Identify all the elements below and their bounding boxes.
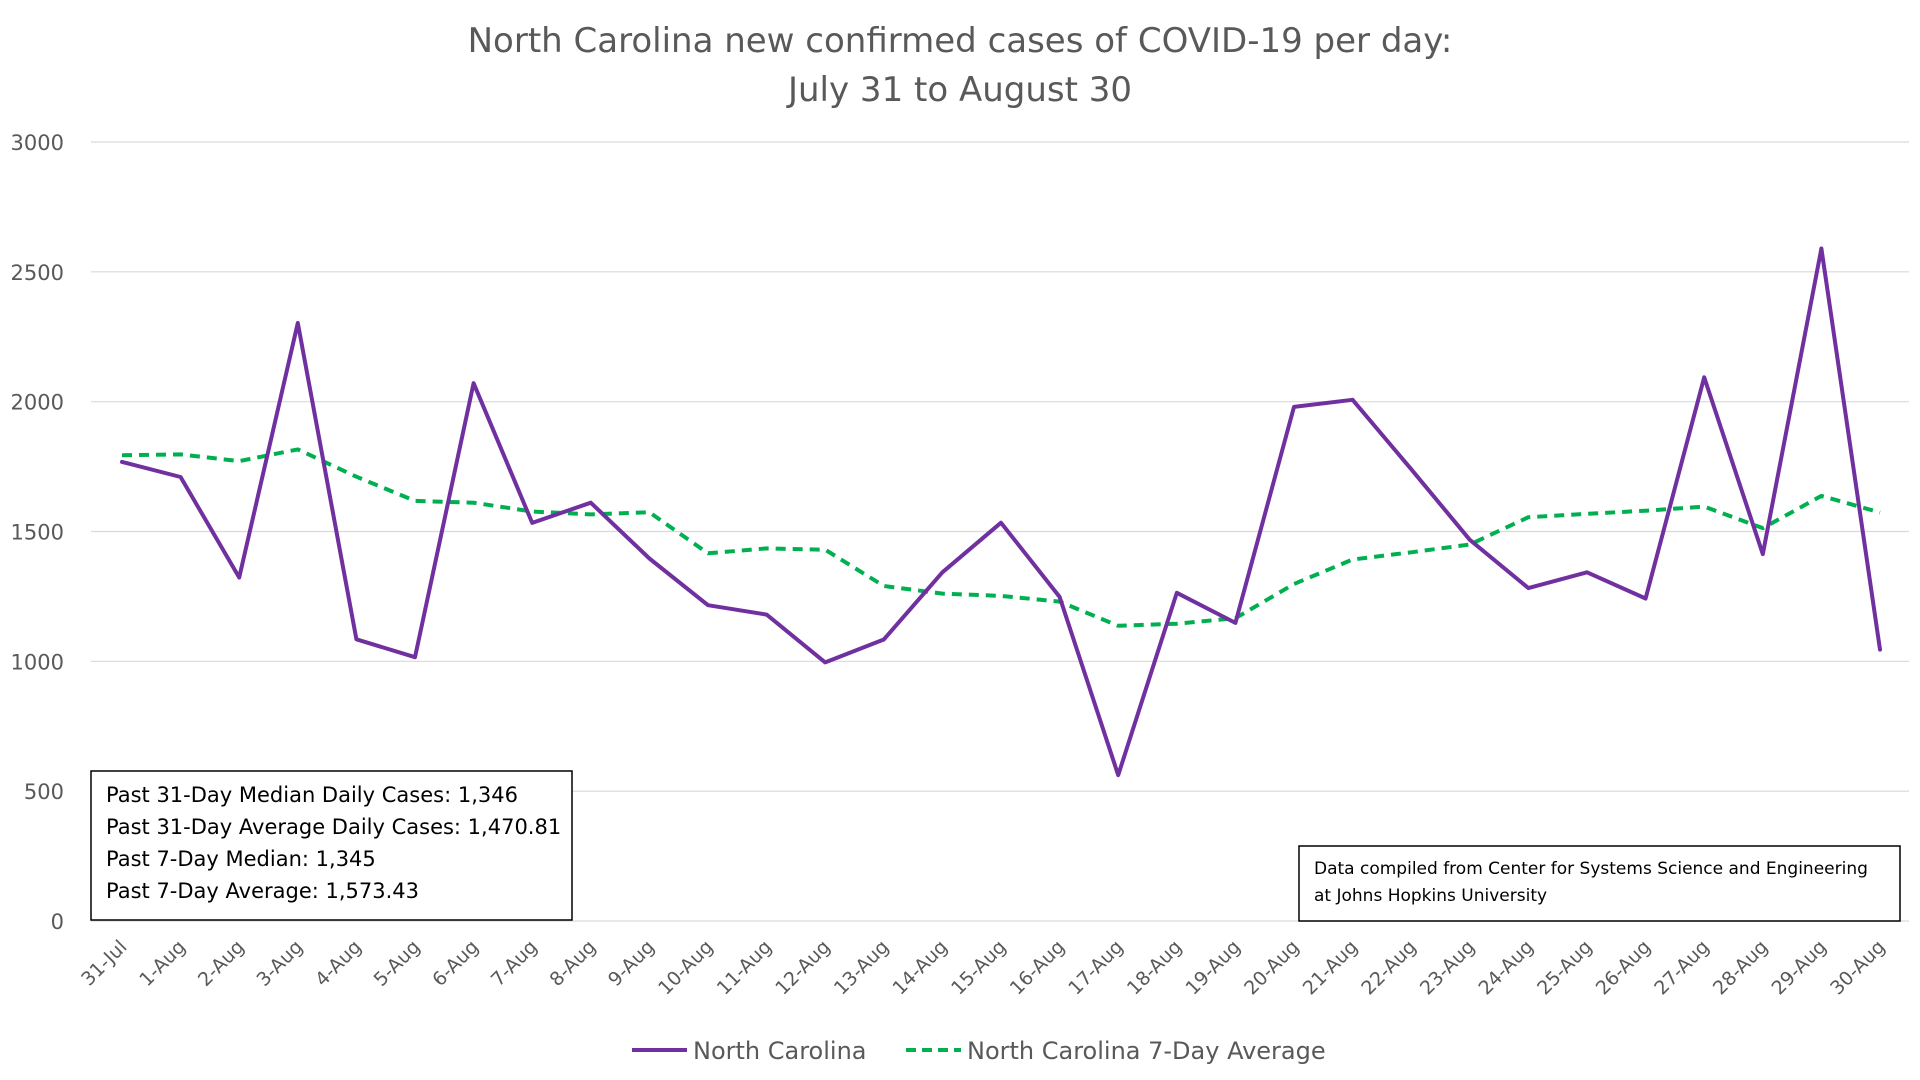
y-tick-label-1500: 1500 — [11, 521, 64, 545]
x-tick-label-10-Aug: 10-Aug — [654, 936, 717, 999]
y-tick-label-0: 0 — [51, 910, 64, 934]
x-tick-label-8-Aug: 8-Aug — [545, 936, 600, 991]
x-tick-label-28-Aug: 28-Aug — [1709, 936, 1772, 999]
x-axis-tick-labels: 31-Jul 1-Aug 2-Aug 3-Aug 4-Aug 5-Aug 6-Aug 7-Au… — [77, 936, 1889, 999]
x-tick-label-1-Aug: 1-Aug — [135, 936, 190, 991]
source-box: Data compiled from Center for Systems Sc… — [1298, 845, 1901, 922]
x-tick-label-20-Aug: 20-Aug — [1240, 936, 1303, 999]
x-tick-label-26-Aug: 26-Aug — [1592, 936, 1655, 999]
x-tick-label-13-Aug: 13-Aug — [830, 936, 893, 999]
stats-median-31: Past 31-Day Median Daily Cases: 1,346 — [106, 783, 518, 807]
y-tick-label-1000: 1000 — [11, 650, 64, 674]
chart-title-line-2: July 31 to August 30 — [786, 70, 1132, 110]
series-line-7-day-average — [121, 447, 1881, 628]
x-tick-label-31-Jul: 31-Jul — [77, 936, 131, 990]
x-tick-label-24-Aug: 24-Aug — [1474, 936, 1537, 999]
source-box-frame — [1298, 845, 1901, 922]
legend-label-7-day-average: North Carolina 7-Day Average — [967, 1037, 1326, 1065]
stats-median-7: Past 7-Day Median: 1,345 — [106, 847, 376, 871]
x-tick-label-3-Aug: 3-Aug — [252, 936, 307, 991]
y-tick-label-3000: 3000 — [11, 131, 64, 155]
y-tick-label-2000: 2000 — [11, 391, 64, 415]
x-tick-label-30-Aug: 30-Aug — [1826, 936, 1889, 999]
source-line-2: at Johns Hopkins University — [1314, 886, 1547, 906]
x-tick-label-5-Aug: 5-Aug — [370, 936, 425, 991]
y-tick-label-2500: 2500 — [11, 261, 64, 285]
stats-box: Past 31-Day Median Daily Cases: 1,346 Pa… — [90, 770, 573, 921]
y-tick-label-500: 500 — [24, 780, 64, 804]
x-tick-label-17-Aug: 17-Aug — [1064, 936, 1127, 999]
series-line-north-carolina — [120, 246, 1882, 778]
source-line-1: Data compiled from Center for Systems Sc… — [1314, 859, 1868, 879]
x-tick-label-27-Aug: 27-Aug — [1650, 936, 1713, 999]
x-tick-label-29-Aug: 29-Aug — [1767, 936, 1830, 999]
x-tick-label-19-Aug: 19-Aug — [1181, 936, 1244, 999]
x-tick-label-18-Aug: 18-Aug — [1123, 936, 1186, 999]
x-tick-label-7-Aug: 7-Aug — [487, 936, 542, 991]
x-tick-label-15-Aug: 15-Aug — [947, 936, 1010, 999]
x-tick-label-25-Aug: 25-Aug — [1533, 936, 1596, 999]
stats-box-frame — [90, 770, 573, 921]
legend: North Carolina North Carolina 7-Day Aver… — [632, 1037, 1326, 1065]
x-tick-label-22-Aug: 22-Aug — [1357, 936, 1420, 999]
x-tick-label-9-Aug: 9-Aug — [604, 936, 659, 991]
x-tick-label-6-Aug: 6-Aug — [428, 936, 483, 991]
stats-average-7: Past 7-Day Average: 1,573.43 — [106, 879, 419, 903]
x-tick-label-14-Aug: 14-Aug — [888, 936, 951, 999]
stats-average-31: Past 31-Day Average Daily Cases: 1,470.8… — [106, 815, 561, 839]
x-tick-label-12-Aug: 12-Aug — [771, 936, 834, 999]
x-tick-label-23-Aug: 23-Aug — [1416, 936, 1479, 999]
series-lines — [120, 246, 1882, 778]
x-tick-label-4-Aug: 4-Aug — [311, 936, 366, 991]
y-axis-tick-labels: 0 500 1000 1500 2000 2500 3000 — [11, 131, 64, 934]
chart-title-line-1: North Carolina new confirmed cases of CO… — [468, 21, 1453, 61]
x-tick-label-2-Aug: 2-Aug — [194, 936, 249, 991]
x-tick-label-21-Aug: 21-Aug — [1299, 936, 1362, 999]
legend-label-north-carolina: North Carolina — [693, 1037, 867, 1065]
x-tick-label-16-Aug: 16-Aug — [1006, 936, 1069, 999]
x-tick-label-11-Aug: 11-Aug — [713, 936, 776, 999]
